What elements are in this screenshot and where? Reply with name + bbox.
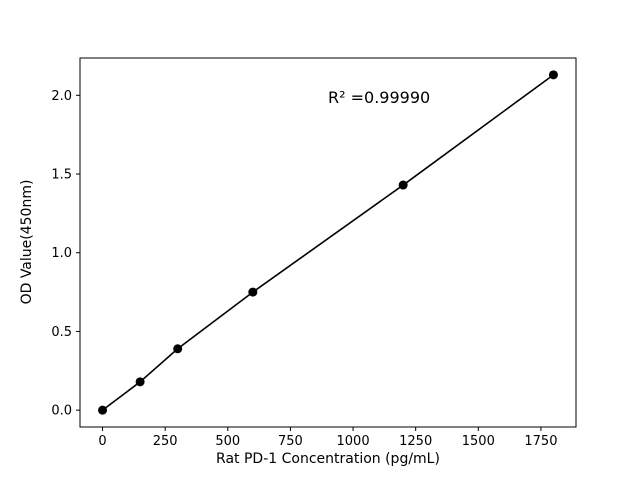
- data-point: [98, 405, 108, 415]
- y-tick-label: 1.5: [51, 168, 72, 183]
- data-point: [398, 180, 408, 190]
- x-tick-label: 750: [278, 434, 303, 449]
- y-tick-label: 0.0: [51, 404, 72, 419]
- standard-curve-line: [102, 74, 554, 411]
- data-point: [173, 344, 183, 354]
- x-tick-label: 500: [215, 434, 240, 449]
- x-tick-label: 250: [153, 434, 178, 449]
- x-tick-label: 1500: [462, 434, 495, 449]
- y-axis-label: OD Value(450nm): [19, 179, 35, 305]
- data-point: [135, 377, 145, 387]
- y-tick-label: 1.0: [51, 246, 72, 261]
- x-tick-label: 1000: [337, 434, 370, 449]
- x-tick-label: 0: [98, 434, 106, 449]
- data-point: [248, 287, 258, 297]
- r-squared-annotation: R² =0.99990: [328, 88, 430, 107]
- x-tick-label: 1250: [399, 434, 432, 449]
- y-tick-label: 0.5: [51, 325, 72, 340]
- x-axis-label: Rat PD-1 Concentration (pg/mL): [216, 451, 440, 467]
- x-tick-label: 1750: [524, 434, 557, 449]
- y-tick-label: 2.0: [51, 89, 72, 104]
- data-point: [548, 70, 558, 80]
- plot-area-border: [79, 57, 577, 428]
